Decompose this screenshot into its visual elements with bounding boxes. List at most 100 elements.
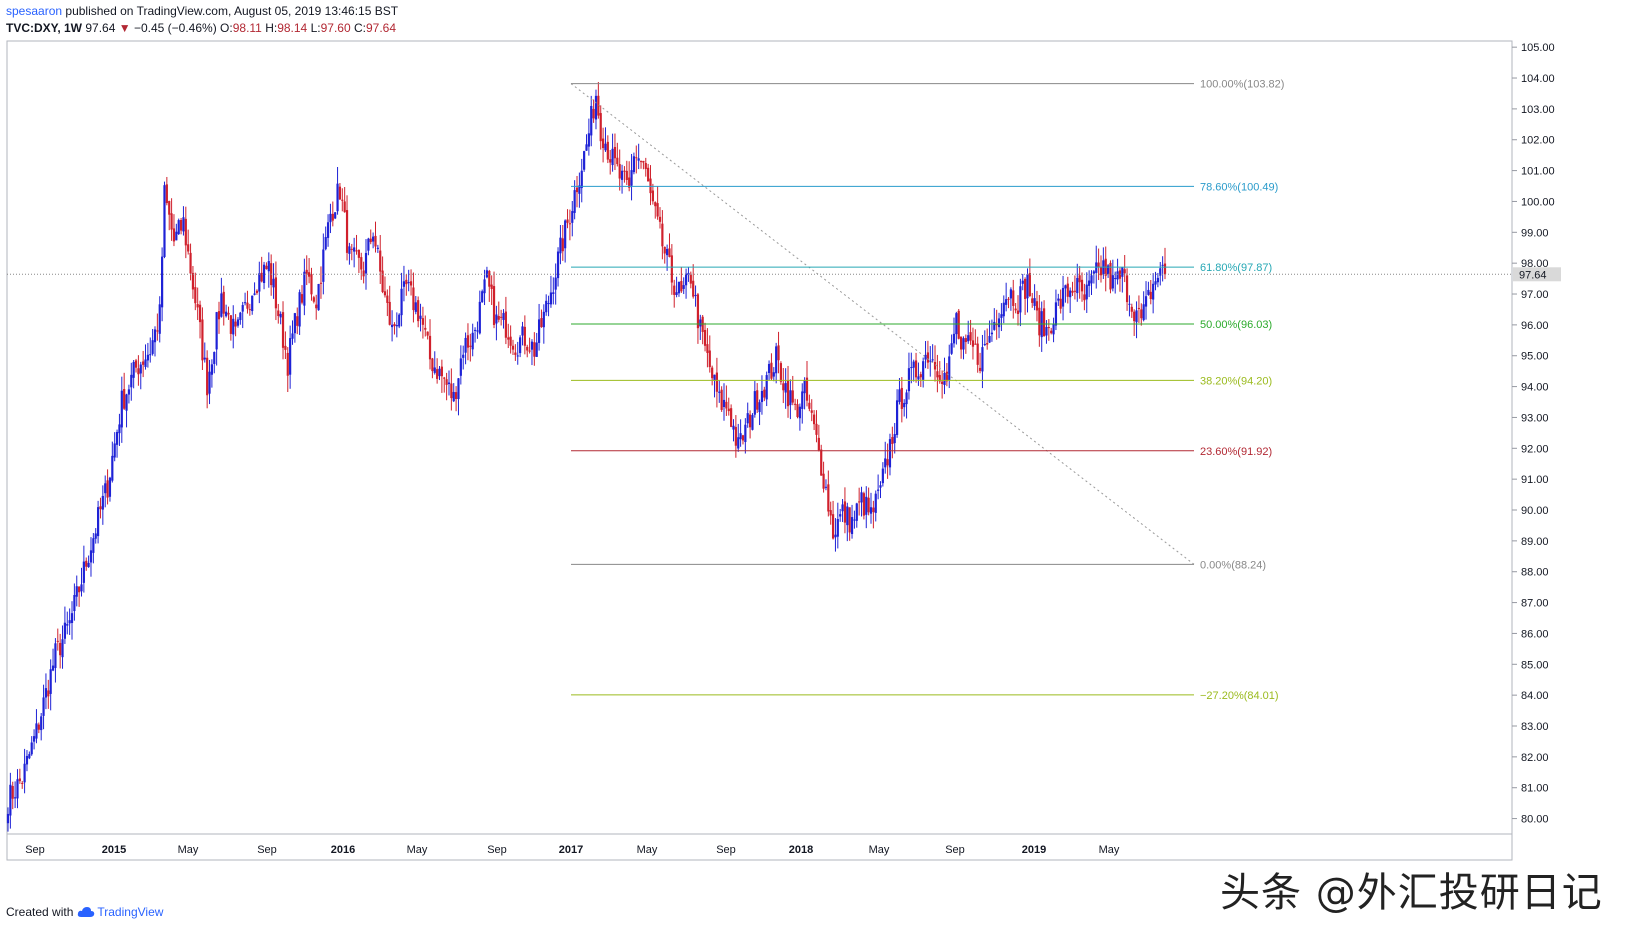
plot-frame [6,40,1513,861]
y-tick-label: 87.00 [1521,598,1549,610]
candle-body [1085,284,1088,300]
candle-body [694,294,697,296]
candle-body [130,374,133,388]
candle-body [262,264,266,284]
candle-body [511,345,515,350]
candle-body [92,538,95,553]
candle-body [796,404,799,417]
candle-body [929,360,932,362]
candle-body [293,313,296,334]
candle-body [215,312,218,350]
candle-body [628,177,631,188]
candle-body [779,363,783,382]
candle-body [1097,262,1100,268]
candle-body [706,344,709,353]
candle-body [931,359,934,361]
candle-body [149,354,152,356]
candle-body [893,434,896,444]
candle-body [1135,310,1138,323]
candle-body [85,560,88,567]
candle-body [609,159,612,163]
candle-body [312,297,315,302]
candle-body [564,220,567,249]
fib-level-label: 0.00%(88.24) [1200,559,1266,571]
candle-body [884,458,887,468]
candle-body [144,359,147,367]
candle-body [78,586,81,593]
candle-body [319,282,323,284]
candle-body [1109,262,1112,290]
author-link[interactable]: spesaaron [6,4,63,18]
candle-body [891,437,894,445]
candle-body [232,318,235,335]
candle-body [1014,308,1017,311]
candle-body [414,302,417,312]
candle-body [734,426,737,446]
candle-body [618,164,621,179]
candle-body [398,314,401,327]
candle-body [203,357,206,360]
candle-body [281,312,285,348]
candle-body [969,332,972,341]
candle-body [599,113,602,142]
candle-body [715,372,718,392]
candle-body [353,247,356,252]
close-label: C: [353,21,366,35]
candle-body [803,380,806,394]
candle-body [886,459,889,466]
candle-body [592,108,595,119]
candle-body [134,360,138,368]
candle-body [481,291,484,303]
candle-body [637,158,640,161]
tradingview-brand: TradingView [97,905,164,919]
candle-body [1125,275,1129,303]
watermark-text: 头条 @外汇投研日记 [1220,870,1603,916]
candle-body [594,95,598,120]
candle-body [217,311,221,320]
candle-body [381,270,384,292]
candle-body [163,185,166,258]
candle-body [372,236,375,242]
candle-body [161,256,164,308]
down-arrow-icon: ▼ [118,21,131,35]
candle-body [684,273,688,286]
fib-level-label: 78.60%(100.49) [1200,181,1278,193]
candle-body [336,183,339,212]
candle-body [976,343,979,365]
candle-body [556,251,560,279]
candle-body [737,437,740,449]
candle-body [732,425,735,430]
candle-body [1114,278,1117,280]
candle-body [948,356,951,381]
candle-body [303,271,306,306]
candle-body [815,423,818,435]
candle-body [184,218,187,246]
candle-body [782,383,785,391]
x-tick-label: Sep [25,844,45,856]
candle-body [1052,323,1055,335]
candle-body [44,688,48,698]
candle-body [1069,290,1072,298]
y-tick-label: 99.00 [1521,227,1549,239]
candle-body [253,293,256,295]
candle-body [919,374,922,378]
candle-body [229,315,232,334]
price-chart[interactable]: 80.00 81.00 82.00 83.00 84.00 85.00 86.00 87.00… [0,0,1627,900]
candle-body [573,190,576,213]
candle-body [836,519,839,537]
candle-body [879,485,882,488]
candle-body [1080,279,1084,292]
tradingview-logo[interactable]: TradingView [77,905,163,919]
candle-body [80,584,83,592]
candle-body [40,716,43,731]
candle-body [220,293,223,317]
candle-body [495,314,498,324]
candle-body [1059,298,1062,309]
candle-body [794,403,797,405]
candle-body [447,382,451,385]
candle-body [341,199,344,201]
candle-body [865,496,868,515]
candle-body [383,291,387,296]
candle-body [798,406,801,419]
candle-body [763,389,766,398]
